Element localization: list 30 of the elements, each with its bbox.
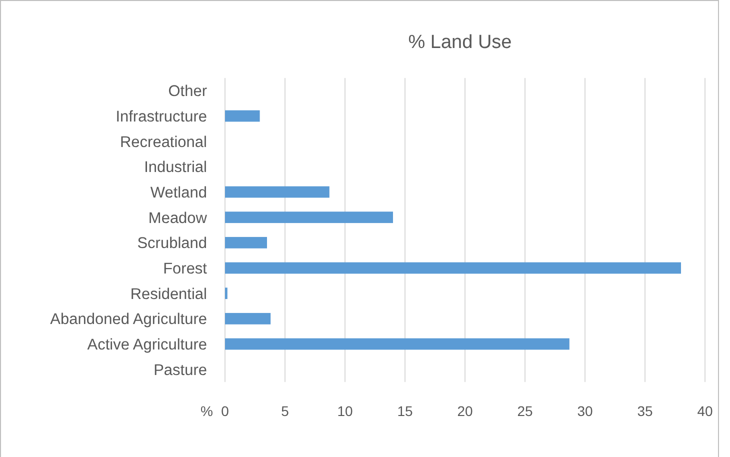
y-tick-label: Forest: [163, 260, 208, 278]
x-tick-label: 25: [517, 403, 533, 419]
x-tick-label: 20: [457, 403, 473, 419]
x-tick-label: 15: [397, 403, 413, 419]
bar: [225, 186, 330, 198]
x-tick-label: 5: [281, 403, 290, 419]
y-tick-label: Scrubland: [137, 235, 207, 252]
x-tick-label: 30: [577, 403, 593, 419]
y-tick-label: Industrial: [144, 159, 207, 176]
y-tick-label: Residential: [130, 286, 207, 303]
bar: [225, 312, 271, 324]
x-tick-label: 40: [697, 403, 713, 419]
y-tick-label: Recreational: [120, 134, 207, 151]
x-axis-title: %: [200, 403, 213, 419]
bar: [225, 262, 681, 274]
x-tick-label: 10: [337, 403, 353, 419]
bar: [225, 110, 260, 122]
bar: [225, 338, 570, 350]
x-tick-label: 35: [637, 403, 653, 419]
y-tick-label: Infrastructure: [116, 108, 207, 126]
y-tick-label: Meadow: [148, 210, 208, 227]
y-tick-label: Other: [168, 83, 207, 100]
bar: [225, 236, 267, 248]
bar: [225, 212, 393, 224]
x-tick-label: 0: [221, 403, 230, 419]
y-tick-label: Abandoned Agriculture: [50, 311, 207, 328]
chart-title: % Land Use: [408, 32, 512, 53]
y-tick-label: Pasture: [154, 362, 207, 379]
y-tick-label: Active Agriculture: [87, 336, 207, 354]
y-tick-label: Wetland: [150, 184, 207, 202]
